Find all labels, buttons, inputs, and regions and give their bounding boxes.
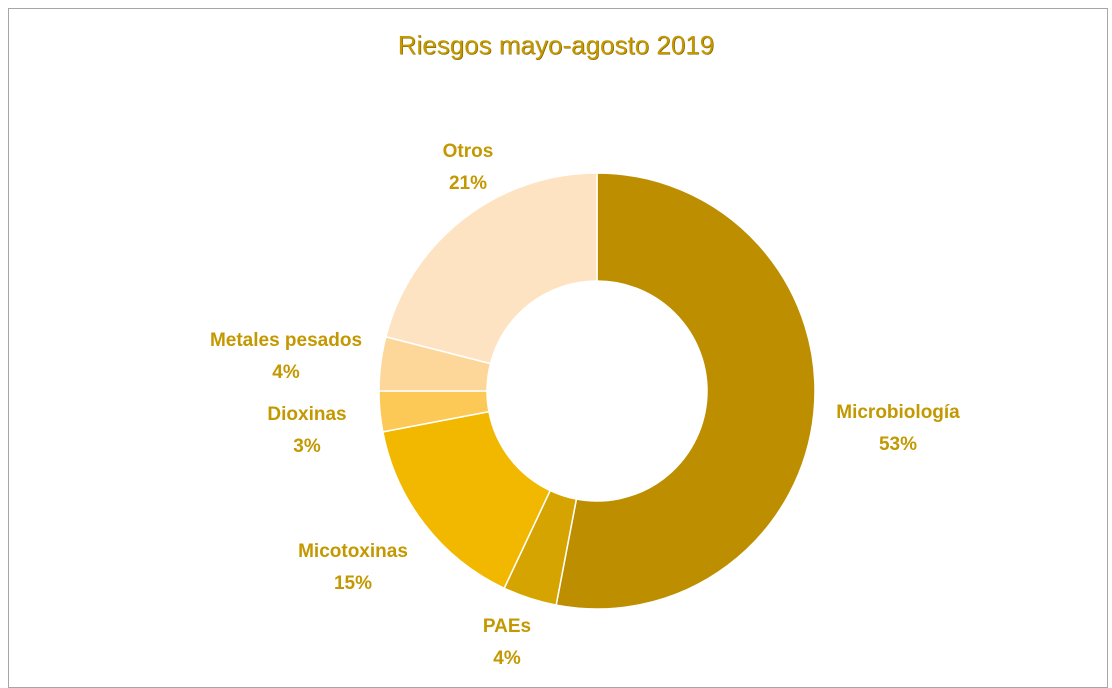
slice-value-label: 21%: [449, 173, 487, 194]
slice-name-label: Micotoxinas: [298, 541, 408, 562]
slice-otros: [384, 172, 598, 365]
slice-name-label: Otros: [443, 141, 494, 162]
slice-value-label: 3%: [293, 436, 321, 457]
slice-value-label: 4%: [272, 362, 300, 383]
chart-title: Riesgos mayo-agosto 2019: [397, 30, 715, 60]
slice-value-label: 15%: [334, 573, 372, 594]
slice-microbiolog-a: [555, 172, 816, 610]
slice-name-label: Microbiología: [836, 402, 960, 423]
slice-name-label: PAEs: [483, 616, 531, 637]
slice-name-label: Dioxinas: [267, 404, 346, 425]
slice-name-label: Metales pesados: [210, 330, 362, 351]
slice-value-label: 53%: [879, 434, 917, 455]
slice-micotoxinas: [381, 410, 552, 590]
slice-value-label: 4%: [493, 648, 521, 669]
